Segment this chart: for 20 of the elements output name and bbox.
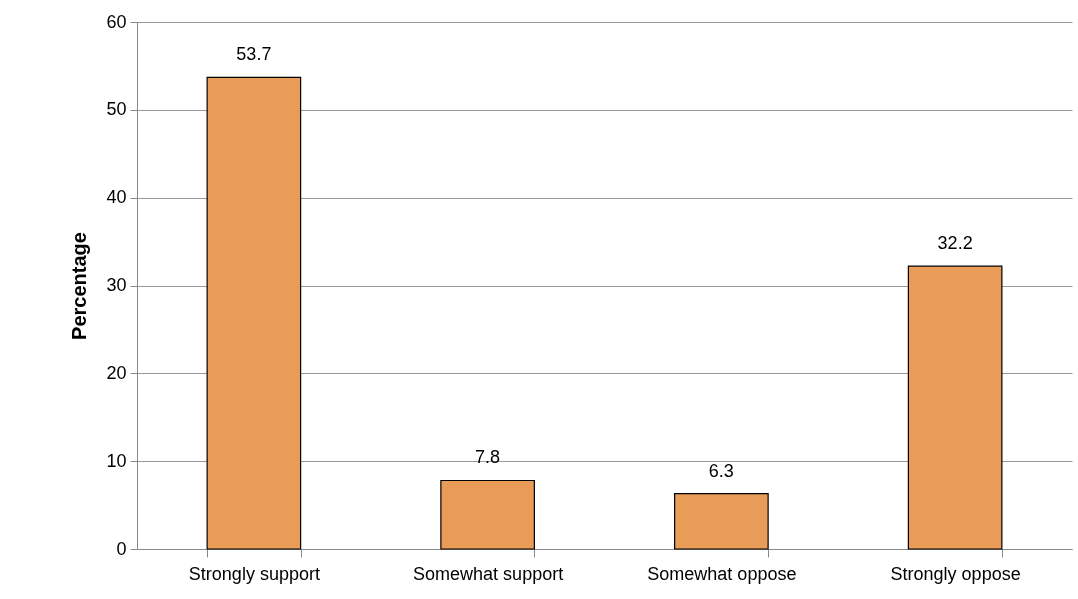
x-tick-label: Strongly support <box>188 563 320 584</box>
y-tick-label: 10 <box>106 450 127 471</box>
y-tick-label: 40 <box>106 187 127 208</box>
x-tick-label: Strongly oppose <box>890 563 1021 584</box>
bar <box>206 76 302 550</box>
bar <box>907 265 1003 550</box>
data-label: 32.2 <box>937 233 973 254</box>
y-tick-label: 30 <box>106 275 127 295</box>
x-tick-label: Somewhat support <box>413 563 564 584</box>
y-tick-label: 50 <box>106 99 127 120</box>
y-tick-label: 0 <box>116 538 127 559</box>
y-tick-label: 20 <box>106 362 127 383</box>
bar <box>440 479 535 550</box>
bar <box>674 493 769 550</box>
y-tick-label: 60 <box>106 11 127 32</box>
data-label: 53.7 <box>236 44 272 65</box>
x-tick-label: Somewhat oppose <box>647 563 797 584</box>
y-axis-title: Percentage <box>68 232 91 340</box>
data-label: 6.3 <box>708 460 734 481</box>
data-label: 7.8 <box>475 447 501 468</box>
